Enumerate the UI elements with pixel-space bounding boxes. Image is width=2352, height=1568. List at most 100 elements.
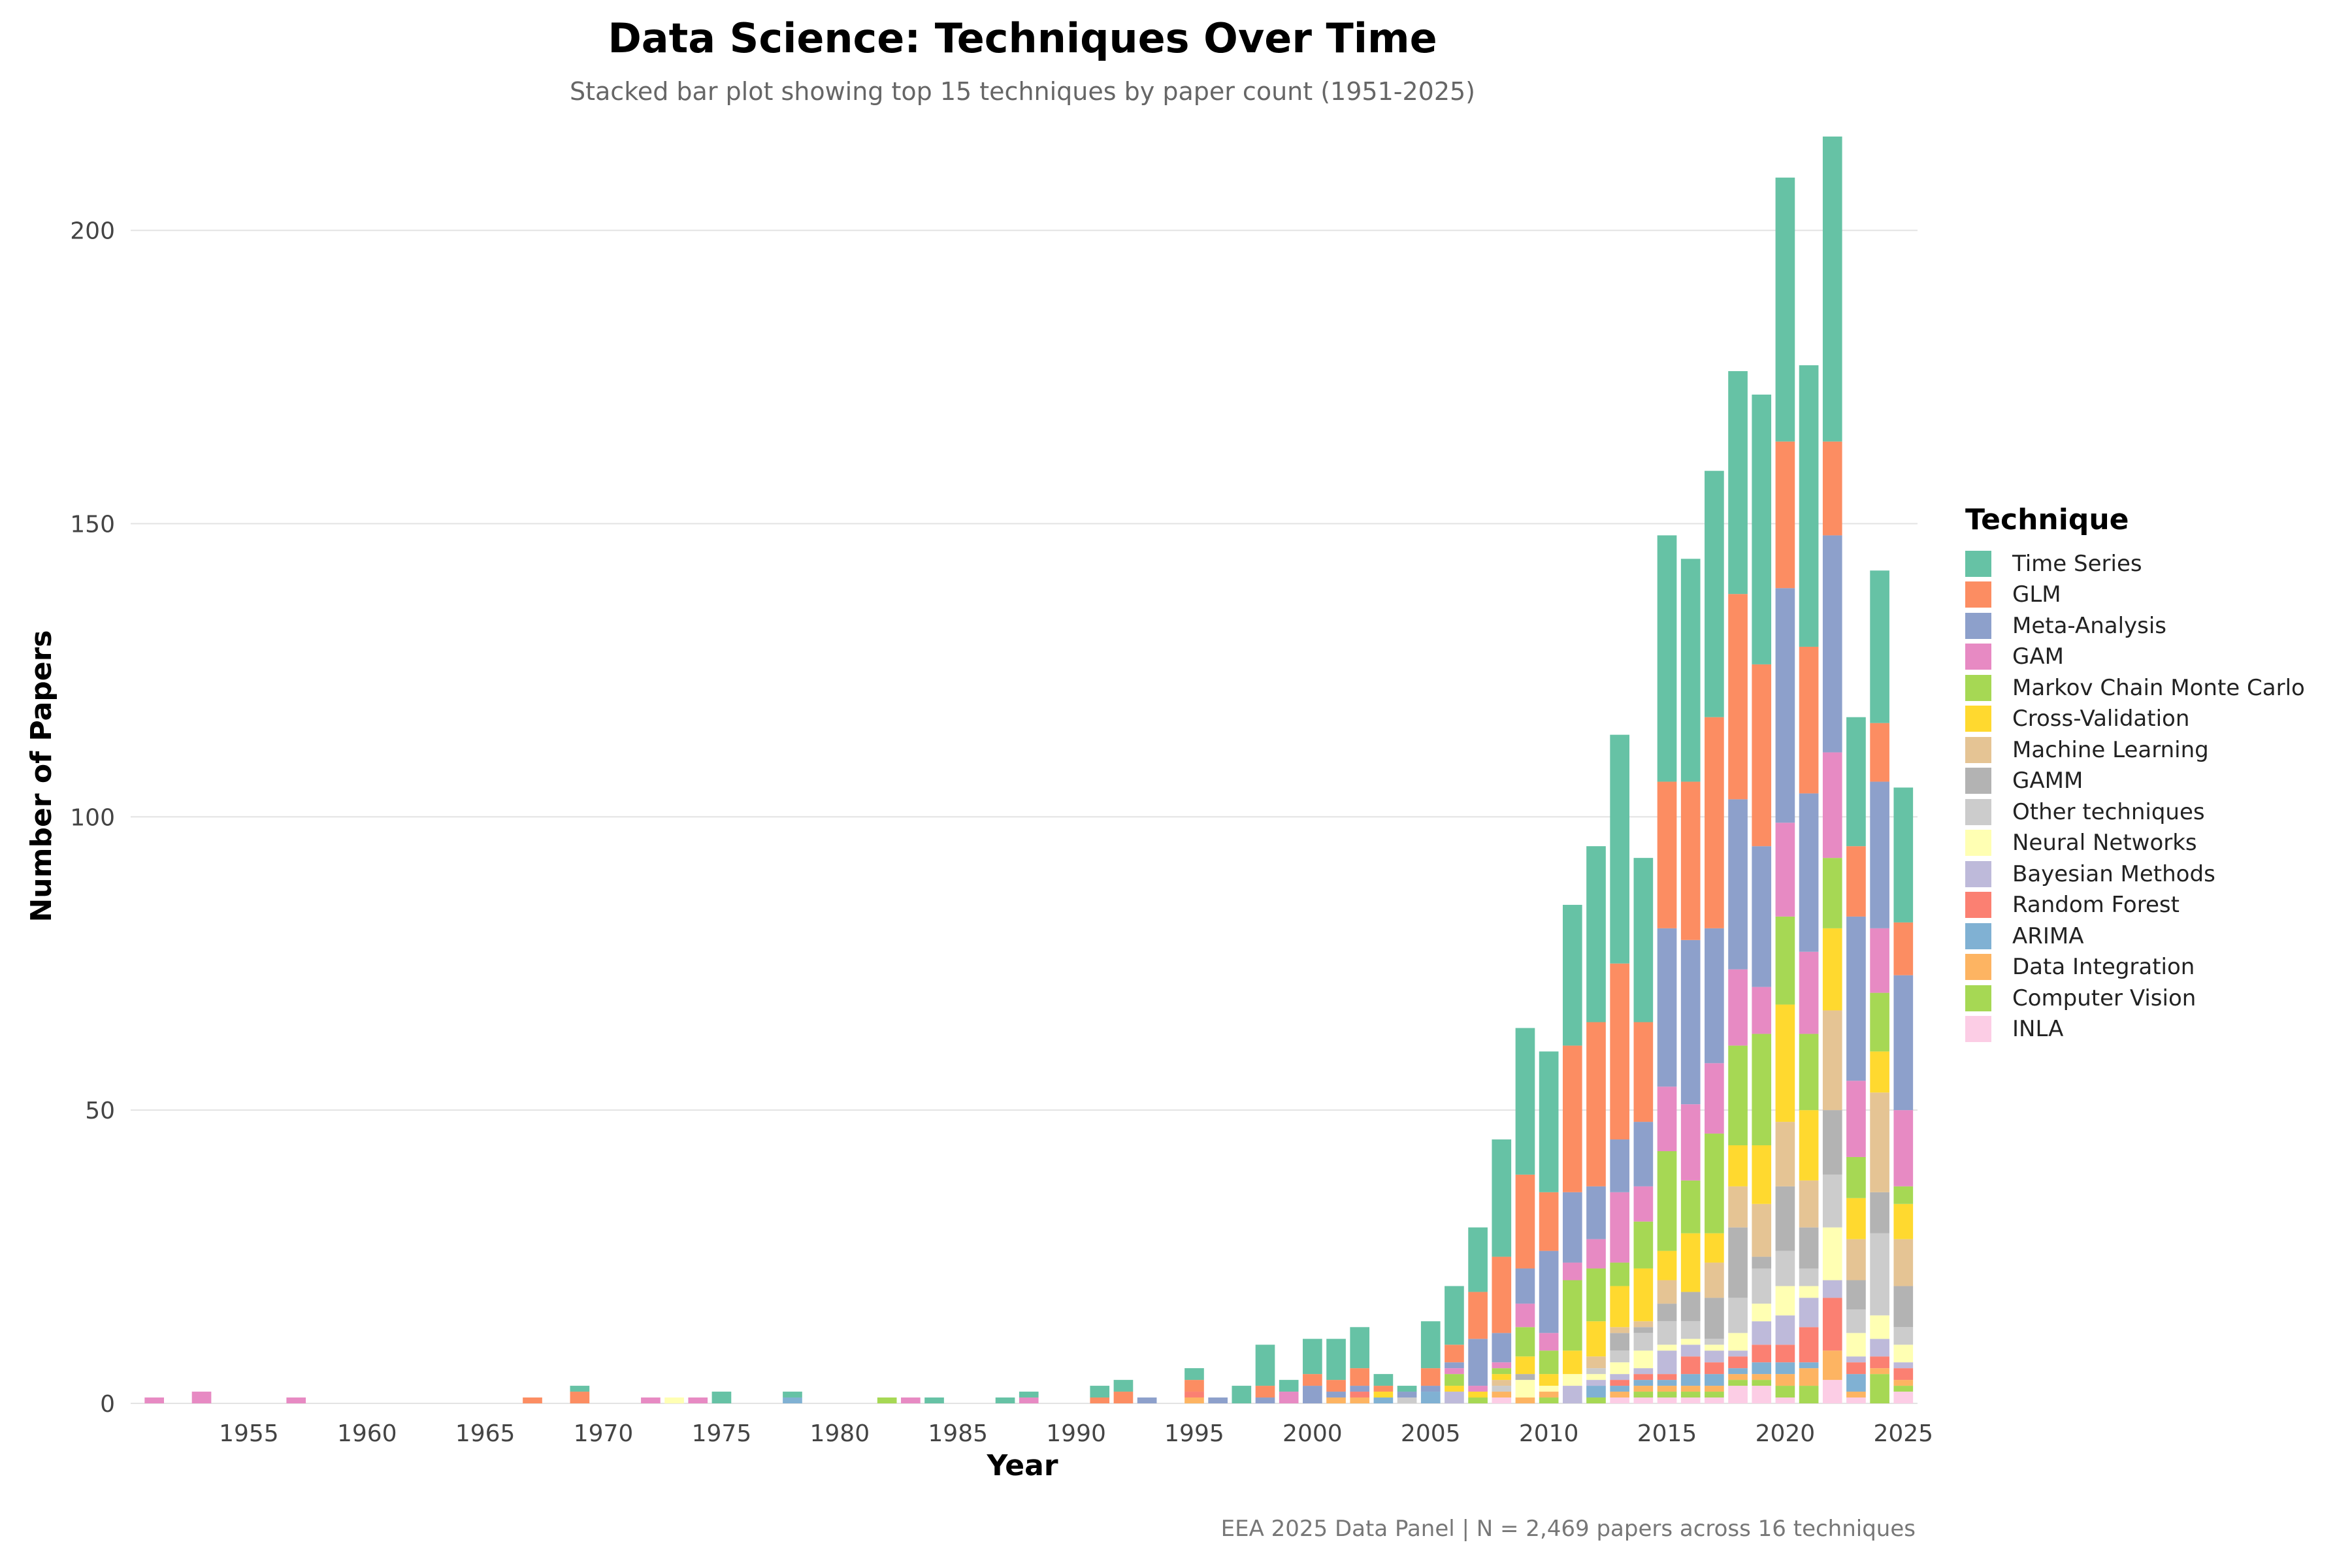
bar-segment	[1657, 535, 1677, 782]
bar-segment	[1019, 1392, 1039, 1398]
bar-segment	[1184, 1397, 1204, 1403]
bar-segment	[1090, 1397, 1110, 1403]
bar-segment	[1657, 1350, 1677, 1375]
legend-swatch	[1965, 768, 1991, 794]
bar-segment	[1775, 1122, 1795, 1186]
y-tick-label: 50	[85, 1098, 115, 1124]
bar-segment	[1586, 1356, 1606, 1369]
bar-segment	[1492, 1333, 1512, 1363]
bar-segment	[1184, 1380, 1204, 1392]
legend-items: Time Series GLM Meta-Analysis GAM Markov Cha…	[1965, 548, 2305, 1045]
bar-segment	[1657, 1250, 1677, 1281]
bar-segment	[1680, 1180, 1701, 1233]
bar-segment	[1657, 1086, 1677, 1151]
bar-segment	[1539, 1051, 1559, 1192]
bar-segment	[1752, 394, 1772, 664]
bar-segment	[1137, 1397, 1157, 1403]
x-tick-label: 2010	[1519, 1420, 1579, 1447]
bar-segment	[1752, 1145, 1772, 1204]
bar-segment	[711, 1392, 732, 1403]
bar-segment	[1657, 1345, 1677, 1351]
bar-segment	[1893, 1327, 1914, 1345]
bar-segment	[1610, 1386, 1629, 1392]
bar-segment	[1846, 1280, 1866, 1310]
legend-swatch	[1965, 798, 1991, 825]
bar-segment	[1705, 470, 1724, 717]
bar-segment	[1775, 177, 1795, 442]
legend-label: Computer Vision	[2012, 985, 2197, 1011]
bar-segment	[1610, 1139, 1629, 1192]
bar-segment	[1515, 1380, 1535, 1398]
bar-segment	[1752, 1034, 1772, 1146]
bar-segment	[1350, 1327, 1370, 1369]
legend-item: Data Integration	[1965, 952, 2305, 983]
legend-item: Neural Networks	[1965, 828, 2305, 859]
bar-segment	[1610, 1350, 1629, 1363]
bar-segment	[1445, 1286, 1464, 1345]
bar-segment	[1752, 987, 1772, 1034]
bar-segment	[1752, 1303, 1772, 1322]
legend-swatch	[1965, 860, 1991, 887]
bar-segment	[1705, 717, 1724, 928]
bar-segment	[1728, 1350, 1748, 1357]
bar-segment	[1445, 1386, 1464, 1392]
bar-segment	[1586, 1239, 1606, 1269]
bar-segment	[1775, 1286, 1795, 1316]
bar-segment	[1350, 1386, 1370, 1392]
bar-segment	[1279, 1380, 1299, 1392]
bar-segment	[1562, 1350, 1582, 1375]
bar-segment	[1680, 1321, 1701, 1339]
bar-segment	[1705, 1298, 1724, 1339]
bar-segment	[1799, 1286, 1819, 1298]
bars	[144, 136, 1914, 1403]
bar-segment	[1539, 1350, 1559, 1375]
bar-segment	[1752, 846, 1772, 987]
bar-segment	[1680, 939, 1701, 1105]
bar-segment	[1539, 1250, 1559, 1333]
bar-segment	[1586, 1022, 1606, 1186]
bar-segment	[1822, 1110, 1842, 1175]
legend-label: Data Integration	[2012, 954, 2195, 981]
bar-segment	[1420, 1386, 1441, 1392]
legend-item: GAMM	[1965, 766, 2305, 797]
x-tick-label: 1970	[574, 1420, 634, 1447]
bar-segment	[1893, 1368, 1914, 1380]
bar-segment	[1822, 858, 1842, 928]
bar-segment	[1822, 1350, 1842, 1380]
legend: Technique Time Series GLM Meta-Analysis GAM…	[1965, 503, 2305, 1045]
bar-segment	[1586, 1268, 1606, 1322]
x-axis-label: Year	[986, 1449, 1058, 1482]
bar-segment	[1752, 1386, 1772, 1403]
chart-caption: EEA 2025 Data Panel | N = 2,469 papers a…	[1220, 1516, 1916, 1542]
bar-segment	[1633, 858, 1654, 1022]
bar-segment	[1303, 1339, 1322, 1375]
bar-segment	[1657, 1374, 1677, 1380]
bar-segment	[1705, 1345, 1724, 1351]
bar-segment	[1586, 1368, 1606, 1375]
bar-segment	[1562, 1386, 1582, 1403]
bar-segment	[1184, 1368, 1204, 1380]
bar-segment	[1586, 846, 1606, 1022]
bar-segment	[1633, 1374, 1654, 1380]
bar-segment	[1728, 1227, 1748, 1298]
bar-segment	[1657, 1303, 1677, 1322]
bar-segment	[1468, 1392, 1488, 1398]
bar-segment	[1539, 1397, 1559, 1403]
bar-segment	[1562, 904, 1582, 1046]
bar-segment	[1657, 928, 1677, 1087]
bar-segment	[1822, 1174, 1842, 1228]
bar-segment	[1728, 594, 1748, 800]
x-tick-label: 1960	[337, 1420, 397, 1447]
bar-segment	[1680, 1292, 1701, 1322]
x-tick-label: 1985	[928, 1420, 988, 1447]
legend-label: Meta-Analysis	[2012, 612, 2167, 639]
bar-segment	[1893, 1186, 1914, 1204]
bar-segment	[1705, 1339, 1724, 1345]
bar-segment	[1893, 922, 1914, 975]
legend-label: Time Series	[2012, 550, 2142, 577]
bar-segment	[1633, 1380, 1654, 1386]
bar-segment	[1586, 1321, 1606, 1357]
x-tick-label: 1990	[1046, 1420, 1106, 1447]
bar-segment	[1562, 1374, 1582, 1386]
x-tick-label: 2025	[1873, 1420, 1933, 1447]
